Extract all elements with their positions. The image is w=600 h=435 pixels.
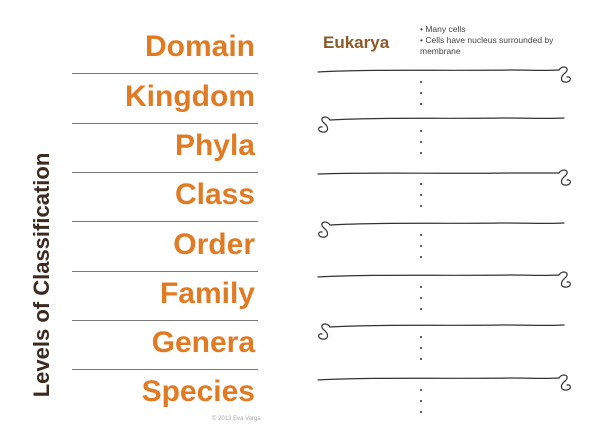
divider	[72, 320, 258, 321]
divider	[72, 221, 258, 222]
level-species: Species	[141, 375, 255, 408]
divider	[72, 123, 258, 124]
level-family: Family	[159, 277, 255, 310]
scroll-curl-right	[558, 66, 571, 83]
scroll-line-right	[317, 69, 560, 73]
scroll-curl-left	[318, 116, 331, 133]
scroll-curl-right	[558, 169, 571, 186]
scroll-line-right	[317, 377, 560, 381]
level-order: Order	[173, 228, 255, 261]
level-domain: Domain	[144, 30, 255, 63]
scroll-curl-right	[558, 271, 571, 288]
level-genera: Genera	[151, 326, 255, 359]
scroll-line-left	[329, 117, 565, 121]
scroll-curl-left	[318, 221, 331, 238]
note-text: Many cells	[425, 24, 466, 34]
scroll-line-left	[329, 324, 565, 328]
example-name: Eukarya	[323, 33, 390, 52]
note-text: Cells have nucleus surrounded by membran…	[420, 35, 554, 56]
scroll-line-right	[317, 274, 560, 278]
note-item: • Cells have nucleus surrounded by membr…	[420, 35, 554, 56]
note-item: • Many cells	[420, 24, 466, 34]
scroll-curl-right	[558, 374, 571, 391]
scroll-line-left	[329, 222, 565, 226]
divider	[72, 172, 258, 173]
divider	[72, 369, 258, 370]
scroll-curl-left	[318, 323, 331, 340]
divider	[72, 271, 258, 272]
level-kingdom: Kingdom	[125, 80, 255, 113]
example-notes: • Many cells • Cells have nucleus surrou…	[420, 24, 590, 57]
level-class: Class	[174, 178, 255, 211]
level-phyla: Phyla	[174, 129, 255, 162]
copyright: © 2013 Eva Varga	[212, 416, 261, 422]
scroll-line-right	[317, 172, 560, 175]
dotted-connectors	[420, 81, 422, 413]
divider	[72, 73, 258, 74]
